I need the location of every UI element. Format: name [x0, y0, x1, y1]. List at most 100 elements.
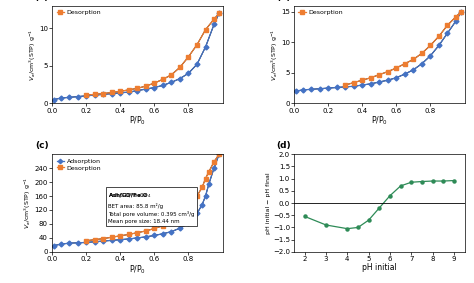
Desorption [211, 18, 217, 21]
Y-axis label: $V_a$/cm$^3$(STP) g$^{-1}$: $V_a$/cm$^3$(STP) g$^{-1}$ [27, 28, 37, 81]
Adsorption [135, 89, 140, 92]
Desorption [177, 215, 183, 219]
Desorption [199, 186, 205, 189]
Adsorption [385, 78, 391, 82]
Adsorption [203, 194, 209, 198]
Desorption [126, 88, 132, 91]
Adsorption [194, 63, 200, 66]
Adsorption [436, 44, 442, 47]
Adsorption [216, 153, 222, 156]
Line: Desorption: Desorption [344, 10, 463, 87]
Desorption [211, 160, 217, 164]
Desorption [194, 43, 200, 46]
Adsorption [169, 230, 174, 233]
Adsorption [376, 80, 382, 84]
Adsorption [342, 85, 348, 89]
Desorption [118, 234, 123, 237]
Adsorption [458, 10, 464, 14]
Desorption [359, 78, 365, 82]
Adsorption [118, 238, 123, 241]
Adsorption [169, 81, 174, 84]
Adsorption [211, 23, 217, 26]
Desorption [169, 220, 174, 224]
Adsorption [135, 236, 140, 240]
Desorption [169, 73, 174, 76]
Adsorption [118, 91, 123, 95]
Desorption [100, 92, 106, 95]
Adsorption [293, 89, 299, 93]
Adsorption [126, 90, 132, 94]
Adsorption [109, 239, 115, 242]
Desorption [194, 194, 200, 198]
X-axis label: P/P$_0$: P/P$_0$ [129, 263, 146, 276]
Adsorption [334, 86, 339, 89]
Adsorption [83, 94, 89, 98]
Adsorption [445, 31, 450, 35]
Adsorption [92, 240, 98, 243]
Adsorption [216, 12, 222, 15]
Desorption [135, 231, 140, 234]
Adsorption [325, 86, 331, 90]
Adsorption [51, 98, 57, 101]
Adsorption [51, 244, 57, 247]
Desorption [445, 23, 450, 27]
Desorption [203, 177, 209, 180]
Adsorption [351, 85, 356, 88]
Adsorption [402, 72, 408, 76]
Text: (d): (d) [276, 141, 291, 150]
Desorption [376, 73, 382, 76]
Desorption [410, 58, 416, 61]
Desorption [83, 93, 89, 97]
Line: Adsorption: Adsorption [52, 153, 221, 247]
Text: (b): (b) [276, 0, 291, 2]
Adsorption [58, 97, 64, 100]
Desorption [152, 82, 157, 85]
Line: Desorption: Desorption [84, 11, 221, 97]
Adsorption [109, 92, 115, 95]
Adsorption [66, 241, 72, 245]
X-axis label: P/P$_0$: P/P$_0$ [371, 115, 388, 127]
Adsorption [393, 76, 399, 80]
Adsorption [160, 84, 166, 87]
Desorption [206, 170, 212, 173]
Adsorption [66, 96, 72, 99]
Desorption [160, 78, 166, 81]
Desorption [143, 229, 149, 233]
Line: Desorption: Desorption [84, 153, 221, 243]
Desorption [92, 93, 98, 96]
Desorption [100, 237, 106, 240]
Text: Ash/GO/Fe$_3$O$_4$
BET area: 85.8 m²/g
Total pore volume: 0.395 cm³/g
Mean pore : Ash/GO/Fe$_3$O$_4$ BET area: 85.8 m²/g T… [109, 191, 195, 224]
Desorption [216, 12, 222, 15]
Adsorption [368, 82, 374, 85]
Adsorption [308, 88, 314, 91]
Desorption [436, 35, 442, 38]
Adsorption [160, 232, 166, 235]
Desorption [143, 84, 149, 88]
Adsorption [194, 212, 200, 215]
Adsorption [177, 226, 183, 230]
Desorption [419, 52, 425, 55]
Adsorption [58, 243, 64, 246]
Adsorption [100, 93, 106, 96]
Desorption [135, 87, 140, 90]
Desorption [453, 15, 459, 18]
Adsorption [206, 182, 212, 186]
Desorption [342, 83, 348, 87]
Desorption [393, 66, 399, 70]
Adsorption [199, 203, 205, 207]
Legend: Desorption: Desorption [55, 9, 102, 17]
Desorption [152, 227, 157, 230]
X-axis label: pH initial: pH initial [362, 263, 397, 273]
Adsorption [92, 93, 98, 97]
Adsorption [359, 83, 365, 87]
Desorption [92, 238, 98, 241]
Desorption [351, 81, 356, 84]
Adsorption [419, 62, 425, 65]
Desorption [458, 10, 464, 14]
Y-axis label: $V_a$/cm$^3$(STP) g$^{-1}$: $V_a$/cm$^3$(STP) g$^{-1}$ [269, 28, 280, 81]
Adsorption [152, 234, 157, 237]
Adsorption [83, 241, 89, 244]
Adsorption [177, 77, 183, 80]
Adsorption [211, 166, 217, 170]
Adsorption [203, 45, 209, 49]
